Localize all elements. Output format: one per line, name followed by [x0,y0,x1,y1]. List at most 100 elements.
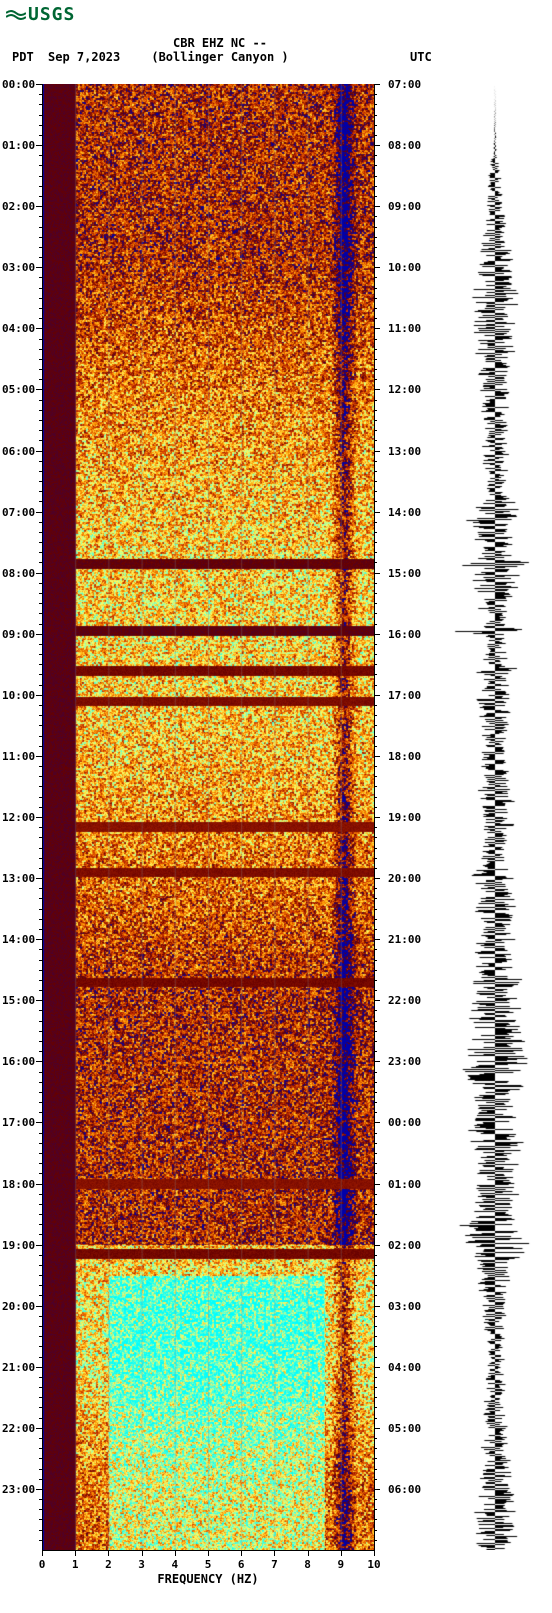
axis-tick [374,298,377,299]
axis-tick [36,1428,42,1429]
pdt-tick-label: 03:00 [2,261,35,274]
axis-tick [39,1540,42,1541]
axis-tick [39,1295,42,1296]
freq-tick [142,1550,143,1556]
freq-tick [42,1550,43,1556]
axis-tick [39,848,42,849]
freq-tick-label: 5 [205,1558,212,1571]
axis-tick [374,277,377,278]
axis-tick [374,583,377,584]
axis-tick [39,898,42,899]
utc-tick-label: 07:00 [388,78,421,91]
pdt-tick-label: 19:00 [2,1239,35,1252]
utc-tick-label: 05:00 [388,1422,421,1435]
axis-tick [374,104,377,105]
axis-tick [374,715,377,716]
utc-tick-label: 12:00 [388,383,421,396]
axis-tick [39,532,42,533]
axis-tick [39,359,42,360]
axis-tick [39,1438,42,1439]
axis-tick [36,389,42,390]
axis-tick [39,715,42,716]
axis-tick [39,970,42,971]
pdt-tick-label: 02:00 [2,200,35,213]
axis-tick [374,1133,377,1134]
axis-tick [374,165,377,166]
axis-tick [39,1234,42,1235]
axis-tick [39,786,42,787]
axis-tick [374,695,380,696]
freq-tick [374,1550,375,1556]
axis-tick [36,1000,42,1001]
freq-tick-label: 0 [39,1558,46,1571]
axis-tick [39,155,42,156]
pdt-label: PDT [12,50,34,64]
axis-tick [374,807,377,808]
freq-tick [308,1550,309,1556]
pdt-tick-label: 17:00 [2,1116,35,1129]
axis-tick [374,1479,377,1480]
axis-tick [374,736,377,737]
axis-tick [374,318,377,319]
axis-tick [39,481,42,482]
axis-tick [374,1428,380,1429]
utc-tick-label: 02:00 [388,1239,421,1252]
pdt-tick-label: 13:00 [2,872,35,885]
axis-tick [39,909,42,910]
axis-tick [374,949,377,950]
axis-tick [374,532,377,533]
axis-tick [39,1102,42,1103]
axis-tick [39,410,42,411]
axis-tick [39,644,42,645]
axis-tick [374,888,377,889]
axis-tick [374,1397,377,1398]
pdt-tick-label: 08:00 [2,567,35,580]
axis-tick [374,1010,377,1011]
axis-tick [39,562,42,563]
pdt-tick-label: 18:00 [2,1178,35,1191]
axis-tick [374,898,377,899]
axis-tick [374,593,377,594]
axis-tick [374,848,377,849]
axis-tick [374,420,377,421]
axis-tick [374,1184,380,1185]
amplitude-canvas [445,84,545,1550]
axis-tick [374,960,377,961]
pdt-tick-label: 12:00 [2,811,35,824]
axis-tick [374,1519,377,1520]
axis-tick [374,1214,377,1215]
axis-tick [39,613,42,614]
axis-tick [374,868,377,869]
utc-time-axis: 07:0008:0009:0010:0011:0012:0013:0014:00… [374,84,434,1550]
pdt-tick-label: 23:00 [2,1483,35,1496]
axis-tick [36,84,42,85]
axis-tick [36,695,42,696]
axis-tick [39,1224,42,1225]
axis-tick [39,664,42,665]
axis-tick [374,1530,377,1531]
axis-tick [39,858,42,859]
freq-tick [108,1550,109,1556]
axis-tick [39,257,42,258]
axis-tick [374,339,377,340]
axis-tick [36,145,42,146]
freq-tick-label: 10 [367,1558,380,1571]
utc-tick-label: 14:00 [388,506,421,519]
axis-tick [374,94,377,95]
axis-tick [39,1163,42,1164]
axis-tick [39,1357,42,1358]
axis-tick [39,1204,42,1205]
axis-tick [374,379,377,380]
axis-tick [39,593,42,594]
axis-tick [39,654,42,655]
axis-tick [39,552,42,553]
axis-tick [39,308,42,309]
axis-tick [36,878,42,879]
axis-tick [39,1112,42,1113]
freq-tick-label: 1 [72,1558,79,1571]
axis-tick [374,990,377,991]
axis-tick [39,1031,42,1032]
axis-tick [39,1499,42,1500]
axis-tick [39,491,42,492]
axis-tick [374,797,377,798]
